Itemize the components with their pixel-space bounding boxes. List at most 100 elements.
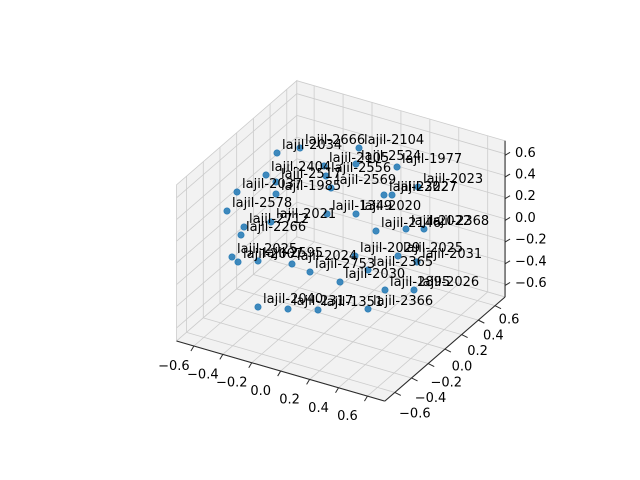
point-label: lajil-2026 bbox=[419, 275, 479, 290]
grid-line-floor-y bbox=[253, 274, 462, 335]
scatter-point bbox=[410, 286, 418, 294]
y-tick-label: −0.6 bbox=[399, 407, 431, 422]
z-tick-mark bbox=[504, 173, 511, 178]
scatter-point bbox=[327, 184, 335, 192]
grid-line-floor-x bbox=[367, 291, 488, 397]
point-label: lajil-2895 bbox=[390, 275, 450, 290]
point-label: lajil-2105 bbox=[329, 151, 389, 166]
scatter-point bbox=[320, 162, 328, 170]
scatter-point bbox=[284, 305, 292, 313]
point-label: lajil-2024 bbox=[297, 249, 357, 264]
point-label: lajil-1977 bbox=[402, 152, 462, 167]
y-tick-mark bbox=[461, 334, 468, 339]
y-tick-label: 0.0 bbox=[452, 360, 473, 375]
grid-line-floor-y bbox=[236, 288, 446, 350]
grid-line-rightwall-z bbox=[296, 158, 506, 220]
scatter-point bbox=[352, 160, 360, 168]
point-label: lajil-2322 bbox=[389, 180, 449, 195]
scatter-point bbox=[272, 190, 280, 198]
grid-line-leftwall-z bbox=[176, 158, 298, 264]
grid-line-rightwall-z bbox=[296, 136, 506, 198]
z-tick-label: 0.6 bbox=[515, 146, 536, 161]
point-label: lajil-1351 bbox=[323, 295, 383, 310]
y-tick-label: −0.2 bbox=[430, 375, 462, 390]
point-label: lajil-2020 bbox=[361, 199, 421, 214]
x-tick-mark bbox=[190, 345, 195, 352]
z-tick-mark bbox=[504, 216, 511, 221]
scatter-point bbox=[336, 278, 344, 286]
point-label: lajil-2712 bbox=[249, 212, 309, 227]
z-tick-label: −0.4 bbox=[515, 254, 547, 269]
x-tick-label: 0.0 bbox=[250, 384, 271, 399]
x-tick-label: −0.2 bbox=[216, 376, 248, 391]
scatter-point bbox=[372, 227, 380, 235]
scatter-point bbox=[420, 225, 428, 233]
point-label: lajil-2556 bbox=[331, 161, 391, 176]
y-tick-label: 0.2 bbox=[467, 344, 488, 359]
scatter-point bbox=[351, 252, 359, 260]
point-label: lajil-2022 bbox=[411, 214, 471, 229]
y-tick-mark bbox=[494, 305, 502, 310]
x-tick-label: −0.4 bbox=[187, 367, 219, 382]
z-tick-label: 0.2 bbox=[515, 189, 536, 204]
scatter-point bbox=[237, 231, 245, 239]
point-label: lajil-2146 bbox=[381, 216, 441, 231]
x-tick-mark bbox=[335, 387, 339, 394]
point-label: lajil-2007 bbox=[243, 247, 303, 262]
grid-line-leftwall-z bbox=[176, 115, 298, 220]
scatter-point bbox=[223, 207, 231, 215]
scatter-point bbox=[254, 303, 262, 311]
point-label: lajil-2031 bbox=[422, 247, 482, 262]
grid-line-floor-y bbox=[286, 245, 496, 307]
scatter-point bbox=[322, 172, 330, 180]
point-label: lajil-2023 bbox=[423, 172, 483, 187]
y-tick-mark bbox=[478, 319, 485, 324]
point-label: lajil-2030 bbox=[345, 267, 405, 282]
z-tick-label: −0.2 bbox=[515, 233, 547, 248]
x-tick-label: 0.4 bbox=[308, 401, 329, 416]
point-label: lajil-2404 bbox=[271, 160, 331, 175]
point-label: lajil-1349 bbox=[332, 199, 392, 214]
point-label: lajil-2025 bbox=[237, 242, 297, 257]
y-tick-label: 0.4 bbox=[483, 328, 504, 343]
y-tick-label: −0.4 bbox=[415, 391, 447, 406]
scatter-point bbox=[240, 223, 248, 231]
grid-line-floor-y bbox=[269, 259, 479, 321]
x-tick-mark bbox=[364, 395, 368, 402]
scatter-point bbox=[364, 305, 372, 313]
grid-line-floor-x bbox=[309, 274, 431, 380]
point-label: lajil-2517 bbox=[281, 167, 341, 182]
y-tick-mark bbox=[444, 348, 452, 353]
grid-line-rightwall-z bbox=[296, 93, 506, 155]
point-label: lajil-2753 bbox=[315, 257, 375, 272]
z-tick-mark bbox=[504, 151, 511, 156]
scatter-point bbox=[262, 171, 270, 179]
z-tick-mark bbox=[504, 260, 511, 265]
scatter-point bbox=[254, 257, 262, 265]
x-tick-label: 0.6 bbox=[337, 409, 358, 424]
x-tick-mark bbox=[277, 370, 282, 377]
point-label: lajil-2524 bbox=[361, 149, 421, 164]
scatter-point bbox=[273, 149, 281, 157]
scatter-point bbox=[306, 268, 314, 276]
scatter-point bbox=[234, 258, 242, 266]
scatter-point bbox=[267, 218, 275, 226]
point-label: lajil-2569 bbox=[336, 173, 396, 188]
y-tick-mark bbox=[394, 391, 402, 396]
y-tick-mark bbox=[428, 363, 435, 367]
scatter-point bbox=[228, 253, 236, 261]
point-label: lajil-2366 bbox=[373, 294, 433, 309]
scatter-point bbox=[381, 286, 389, 294]
scatter-point bbox=[296, 144, 304, 152]
scatter-point bbox=[233, 188, 241, 196]
scatter-point bbox=[288, 260, 296, 268]
x-tick-label: 0.2 bbox=[279, 392, 300, 407]
x-tick-mark bbox=[306, 379, 311, 385]
point-label: lajil-2037 bbox=[242, 177, 302, 192]
point-label: lajil-2666 bbox=[305, 133, 365, 148]
grid-line-rightwall-z bbox=[296, 115, 506, 176]
z-tick-label: 0.4 bbox=[515, 168, 536, 183]
z-tick-label: 0.0 bbox=[515, 211, 536, 226]
point-label: lajil-2578 bbox=[232, 196, 292, 211]
